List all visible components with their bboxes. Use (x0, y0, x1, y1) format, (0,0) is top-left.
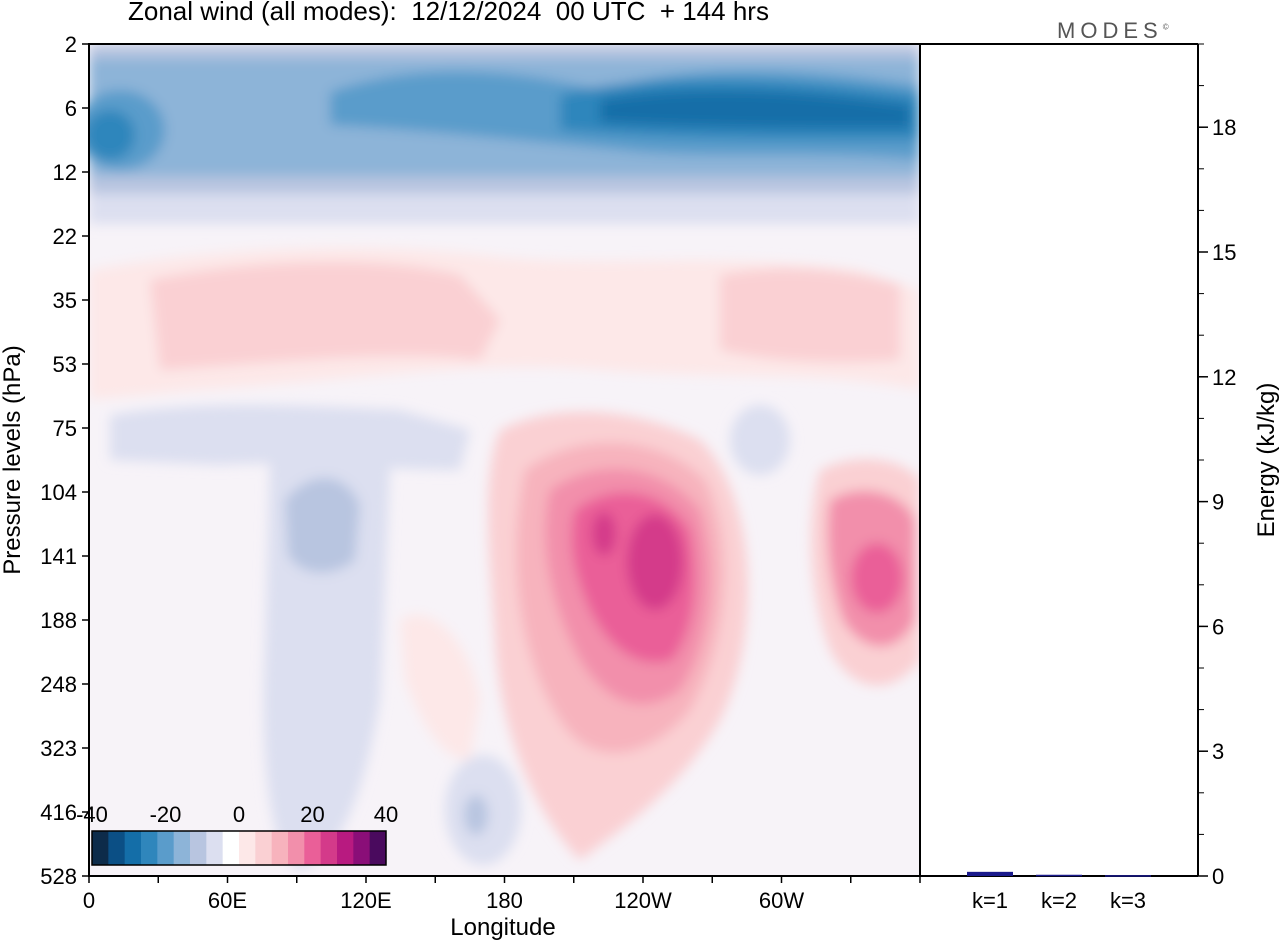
modes-logo: MODES© (1057, 18, 1169, 44)
x-axis-label: Longitude (450, 914, 555, 941)
x-tick-label: 120E (340, 888, 391, 913)
y-tick-label: 323 (40, 736, 77, 761)
weak-easterly-core (285, 478, 360, 573)
y-tick-label: 2 (65, 32, 77, 57)
energy-category-label: k=1 (972, 888, 1008, 913)
y-tick-label: 35 (53, 288, 77, 313)
weak-easterly-upper (110, 405, 470, 470)
colorbar-swatch (255, 831, 273, 865)
field-shading (89, 44, 920, 870)
energy-tick-label: 0 (1212, 864, 1224, 889)
energy-bar (967, 871, 1013, 876)
colorbar-swatch (206, 831, 224, 865)
colorbar-swatch (320, 831, 338, 865)
y-tick-label: 22 (53, 224, 77, 249)
colorbar-tick-label: -40 (76, 802, 108, 827)
westerly-patch-west (150, 262, 500, 370)
y-tick-label: 416 (40, 800, 77, 825)
colorbar-tick-label: 0 (233, 802, 245, 827)
chart-title: Zonal wind (all modes): 12/12/2024 00 UT… (128, 0, 769, 26)
colorbar-swatch (239, 831, 256, 865)
y-tick-label: 104 (40, 480, 77, 505)
colorbar-swatch (337, 831, 354, 865)
weak-easterly-surface-core (464, 795, 488, 835)
energy-bar (1105, 875, 1151, 877)
colorbar-tick-label: 40 (374, 802, 398, 827)
colorbar-swatch (173, 831, 191, 865)
westerly-patch-east (720, 268, 900, 362)
x-ticks: 0 60E 120E 180 120W 60W (83, 876, 921, 913)
x-tick-label: 0 (83, 888, 95, 913)
y-tick-label: 12 (53, 160, 77, 185)
colorbar: -40 -20 0 20 40 (76, 802, 398, 866)
x-tick-label: 60E (208, 888, 247, 913)
colorbar-swatch (288, 831, 305, 865)
colorbar-frame (91, 830, 387, 866)
colorbar-swatch (157, 831, 175, 865)
energy-tick-label: 3 (1212, 739, 1224, 764)
y-tick-label: 141 (40, 544, 77, 569)
energy-category-label: k=3 (1110, 888, 1146, 913)
x-tick-label: 60W (759, 888, 804, 913)
energy-tick-label: 12 (1212, 365, 1236, 390)
energy-tick-label: 15 (1212, 240, 1236, 265)
energy-tick-label: 6 (1212, 614, 1224, 639)
colorbar-swatch (141, 831, 158, 865)
energy-panel: 0 3 6 9 12 15 18 k=1 k=2 k=3 (920, 43, 1236, 913)
y-tick-label: 528 (40, 864, 77, 889)
colorbar-swatch (271, 831, 289, 865)
y-tick-label: 75 (53, 416, 77, 441)
y-tick-label: 53 (53, 352, 77, 377)
colorbar-swatch (124, 831, 142, 865)
colorbar-swatch (92, 831, 109, 865)
y-tick-label: 188 (40, 608, 77, 633)
energy-bar (1036, 874, 1082, 877)
easterly-band-core (600, 90, 910, 128)
colorbar-swatch (108, 831, 126, 865)
x-tick-label: 120W (614, 888, 672, 913)
colorbar-swatch (190, 831, 207, 865)
logo-mark: © (1162, 22, 1169, 32)
east-jet-core (851, 543, 903, 613)
surface-westerly (400, 614, 480, 760)
y-tick-label: 248 (40, 672, 77, 697)
logo-text: MODES (1057, 18, 1163, 43)
colorbar-swatch (353, 831, 371, 865)
y-tick-label: 6 (65, 96, 77, 121)
colorbar-tick-label: -20 (150, 802, 182, 827)
easterly-core-west-inner (89, 110, 135, 160)
energy-category-label: k=2 (1041, 888, 1077, 913)
colorbar-tick-label: 20 (300, 802, 324, 827)
weak-easterly-east (730, 405, 790, 475)
x-tick-label: 180 (486, 888, 523, 913)
colorbar-swatch (304, 831, 322, 865)
y-ticks: 2 6 12 22 35 53 75 104 141 188 248 323 416 528 (40, 32, 89, 889)
energy-tick-label: 18 (1212, 115, 1236, 140)
colorbar-swatch (369, 831, 387, 865)
jet-core-secondary (592, 512, 616, 556)
energy-axis-label: Energy (kJ/kg) (1253, 383, 1280, 538)
zonal-wind-field (89, 44, 920, 876)
colorbar-swatch (222, 831, 240, 865)
jet-core (627, 514, 683, 610)
y-axis-label: Pressure levels (hPa) (0, 345, 26, 574)
energy-tick-label: 9 (1212, 490, 1224, 515)
